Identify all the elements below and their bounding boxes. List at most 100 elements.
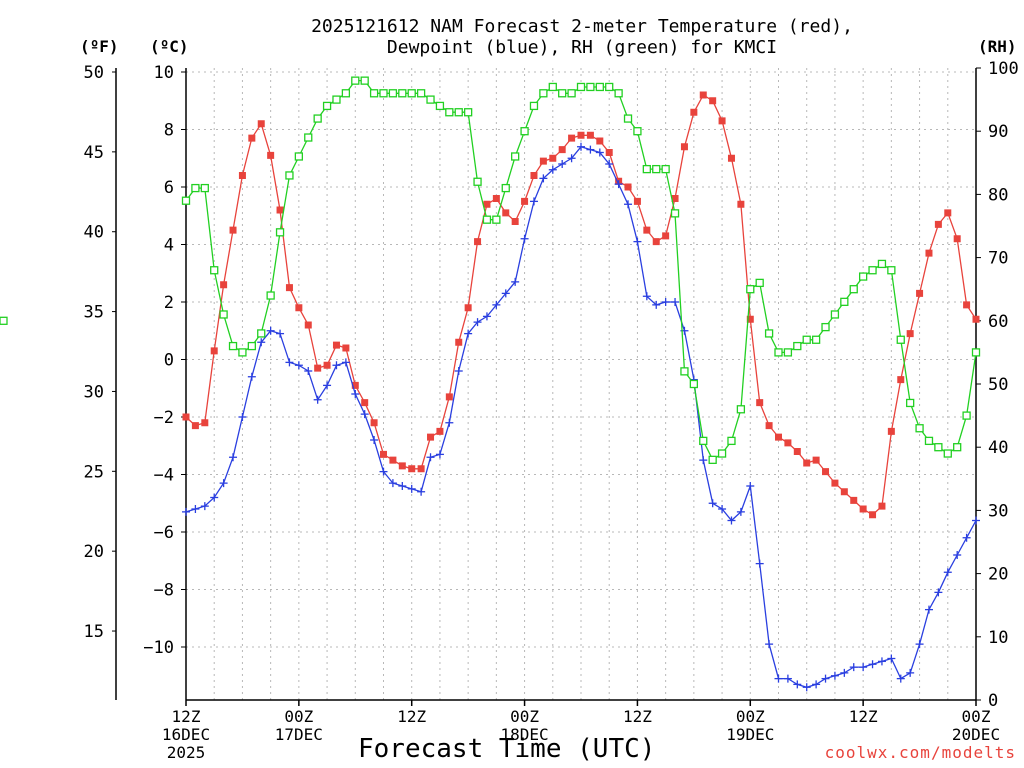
temperature-point bbox=[361, 399, 369, 407]
rh-point bbox=[520, 127, 529, 136]
dewpoint-point bbox=[793, 680, 802, 689]
rh-point bbox=[830, 310, 840, 319]
temperature-point bbox=[690, 108, 698, 116]
dewpoint-point bbox=[454, 367, 463, 375]
celsius-tick-label: −10 bbox=[143, 638, 174, 658]
x-tick-label: 12Z bbox=[172, 707, 201, 726]
rh-point bbox=[322, 101, 332, 111]
dewpoint-point bbox=[360, 410, 369, 419]
rh-point bbox=[529, 101, 539, 111]
dewpoint-point bbox=[896, 674, 905, 683]
rh-point bbox=[482, 215, 492, 224]
grid-lines bbox=[186, 68, 976, 700]
temperature-point bbox=[709, 97, 717, 105]
dewpoint-point bbox=[464, 329, 473, 338]
rh-point bbox=[689, 379, 699, 389]
temperature-point bbox=[389, 456, 397, 464]
rh-point bbox=[228, 341, 238, 351]
rh-point bbox=[736, 405, 746, 414]
temperature-point bbox=[887, 427, 895, 435]
temperature-point bbox=[568, 134, 576, 142]
dewpoint-point bbox=[257, 338, 266, 347]
temperature-point bbox=[699, 91, 707, 99]
series-rh bbox=[0, 76, 981, 464]
celsius-tick-label: −8 bbox=[154, 581, 174, 601]
rh-point bbox=[200, 183, 209, 193]
dewpoint-point bbox=[435, 450, 444, 459]
rh-point bbox=[294, 152, 304, 161]
rh-point bbox=[877, 259, 887, 269]
dewpoint-point bbox=[633, 237, 642, 246]
temperature-point bbox=[257, 120, 265, 128]
dewpoint-point bbox=[736, 507, 745, 516]
temperature-point bbox=[746, 315, 754, 323]
temperature-point bbox=[775, 433, 782, 441]
temperature-point bbox=[398, 462, 406, 470]
celsius-tick-label: 8 bbox=[164, 121, 174, 141]
temperature-point bbox=[859, 505, 867, 513]
rh-tick-label: 40 bbox=[988, 438, 1008, 458]
dewpoint-point bbox=[492, 300, 501, 309]
x-tick-label: 19DEC bbox=[726, 725, 774, 744]
rh-point bbox=[858, 272, 868, 281]
dewpoint-point bbox=[699, 456, 708, 465]
fahrenheit-tick-label: 30 bbox=[84, 382, 104, 402]
fahrenheit-tick-label: 15 bbox=[84, 622, 104, 642]
rh-point bbox=[567, 89, 576, 98]
temperature-point bbox=[652, 238, 660, 246]
credit-link[interactable]: coolwx.com/modelts bbox=[824, 743, 1016, 762]
temperature-point bbox=[276, 206, 284, 214]
dewpoint-point bbox=[398, 482, 407, 490]
celsius-tick-label: 4 bbox=[164, 236, 174, 256]
temperature-point bbox=[455, 338, 463, 346]
dewpoint-point bbox=[558, 160, 567, 168]
rh-point bbox=[548, 82, 557, 92]
rh-point bbox=[943, 449, 952, 458]
dewpoint-point bbox=[718, 505, 727, 513]
rh-tick-label: 80 bbox=[988, 185, 1008, 205]
rh-point bbox=[238, 348, 247, 357]
rh-point bbox=[906, 398, 915, 408]
dewpoint-point bbox=[765, 640, 774, 649]
temperature-point bbox=[605, 149, 613, 156]
rh-point bbox=[652, 164, 661, 174]
rh-tick-label: 0 bbox=[988, 691, 998, 711]
dewpoint-point bbox=[915, 640, 924, 649]
temperature-point bbox=[878, 502, 886, 510]
dewpoint-point bbox=[567, 154, 576, 163]
temperature-point bbox=[756, 399, 764, 407]
rh-tick-label: 100 bbox=[988, 59, 1019, 79]
temperature-point bbox=[916, 289, 924, 297]
temperature-point bbox=[511, 218, 519, 225]
rh-point bbox=[896, 335, 905, 344]
dewpoint-point bbox=[294, 361, 303, 370]
temperature-point bbox=[182, 413, 190, 421]
rh-point bbox=[727, 436, 736, 446]
rh-point bbox=[586, 82, 595, 92]
data-series bbox=[0, 76, 981, 692]
rh-point bbox=[247, 341, 256, 351]
rh-point bbox=[576, 82, 586, 92]
rh-point bbox=[708, 455, 717, 464]
fahrenheit-tick-label: 20 bbox=[84, 542, 104, 562]
fahrenheit-tick-label: 45 bbox=[84, 143, 104, 163]
x-tick-label: 00Z bbox=[962, 707, 991, 726]
dewpoint-point bbox=[812, 680, 821, 689]
rh-point bbox=[407, 89, 416, 98]
temperature-point bbox=[812, 456, 820, 464]
temperature-point bbox=[220, 281, 228, 289]
rh-point bbox=[717, 449, 727, 458]
dewpoint-point bbox=[511, 277, 520, 286]
rh-point bbox=[971, 348, 981, 357]
celsius-tick-label: 10 bbox=[154, 63, 174, 83]
rh-point bbox=[454, 108, 463, 117]
temperature-point bbox=[370, 419, 378, 427]
rh-tick-label: 60 bbox=[988, 312, 1008, 332]
rh-point bbox=[416, 89, 426, 98]
temperature-point bbox=[765, 422, 773, 430]
chart-title-line1: 2025121612 NAM Forecast 2-meter Temperat… bbox=[311, 16, 853, 37]
dewpoint-point bbox=[219, 479, 228, 488]
temperature-point bbox=[906, 330, 914, 338]
temperature-point bbox=[530, 172, 538, 179]
